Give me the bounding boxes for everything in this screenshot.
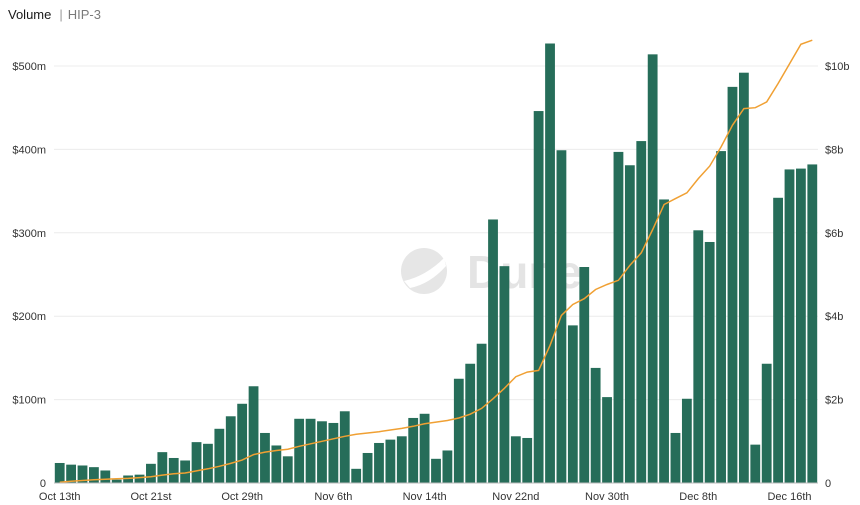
volume-bar [681, 398, 692, 483]
x-tick-label: Oct 13th [39, 491, 81, 503]
volume-bar [123, 475, 134, 483]
volume-bar [260, 432, 270, 483]
y-left-tick-label: $100m [12, 395, 46, 407]
y-right-tick-label: 0 [825, 478, 831, 490]
volume-bar [693, 230, 704, 483]
y-axis-left: 0 $100m $200m $300m $400m $500m [12, 61, 46, 490]
y-axis-right: 0 $2b $4b $6b $8b $10b [825, 61, 849, 490]
volume-bar [624, 165, 635, 483]
volume-bar [180, 460, 191, 483]
y-left-tick-label: $500m [12, 61, 46, 73]
volume-bar [750, 444, 761, 483]
volume-bar [248, 386, 259, 483]
volume-bar [773, 197, 783, 483]
y-right-tick-label: $6b [825, 228, 843, 240]
volume-bar [419, 413, 430, 483]
volume-bar [66, 464, 77, 483]
volume-bar [636, 141, 647, 483]
volume-bar [738, 72, 749, 484]
volume-bar [545, 43, 555, 483]
volume-bar [567, 325, 578, 483]
volume-bar [499, 266, 510, 483]
volume-bar [716, 151, 726, 484]
dune-logo-stripe [404, 258, 446, 288]
x-tick-label: Nov 30th [585, 491, 629, 503]
x-axis-ticks: Oct 13th Oct 21st Oct 29th Nov 6th Nov 14th N… [39, 491, 812, 503]
volume-bar [203, 443, 213, 483]
x-tick-label: Oct 21st [130, 491, 171, 503]
volume-bar [590, 367, 601, 483]
chart-header: Volume | HIP-3 [8, 5, 101, 23]
volume-bar [727, 86, 738, 484]
x-tick-label: Dec 8th [679, 491, 717, 503]
volume-bar [795, 168, 806, 483]
volume-bar [237, 403, 248, 483]
volume-bar [89, 467, 99, 483]
y-right-tick-label: $2b [825, 395, 843, 407]
volume-bar [146, 463, 156, 483]
volume-bar [271, 445, 282, 483]
y-right-tick-label: $4b [825, 311, 843, 323]
volume-bar [396, 436, 407, 483]
volume-bar [134, 474, 145, 483]
volume-bar [339, 411, 350, 483]
volume-bar [465, 363, 476, 483]
volume-bar [351, 468, 362, 483]
x-tick-label: Nov 22nd [492, 491, 539, 503]
volume-bar [385, 439, 396, 483]
volume-bar [294, 418, 305, 483]
volume-bar [54, 462, 65, 483]
volume-bar [214, 428, 225, 483]
y-left-tick-label: $200m [12, 311, 46, 323]
volume-bar [157, 452, 168, 483]
volume-bar [522, 437, 533, 483]
volume-bar [305, 418, 316, 483]
volume-bar [602, 397, 612, 483]
volume-bar [374, 442, 384, 483]
volume-bar [670, 432, 681, 483]
volume-bar [225, 416, 236, 483]
gridlines [54, 65, 818, 401]
cumulative-line [59, 39, 813, 483]
y-right-tick-label: $10b [825, 61, 849, 73]
volume-bar [453, 378, 464, 483]
volume-bar [362, 452, 373, 483]
volume-bar [579, 267, 590, 483]
volume-bar [659, 199, 669, 484]
volume-bar [613, 151, 624, 483]
volume-bar [761, 363, 772, 483]
x-tick-label: Oct 29th [221, 491, 263, 503]
volume-bar [704, 241, 715, 483]
volume-bar [168, 457, 179, 483]
volume-bar [784, 169, 795, 484]
y-left-tick-label: $400m [12, 144, 46, 156]
volume-bar [647, 54, 658, 484]
y-right-tick-label: $8b [825, 144, 843, 156]
volume-bar [191, 442, 202, 483]
volume-bar [476, 343, 487, 483]
volume-bar [77, 465, 88, 483]
volume-bar [282, 456, 293, 483]
chart-subtitle: HIP-3 [67, 6, 101, 22]
volume-bar [807, 164, 818, 483]
volume-bar [317, 421, 327, 483]
volume-bar [488, 219, 498, 483]
title-separator: | [59, 6, 63, 22]
volume-bar [431, 458, 441, 483]
volume-bar [442, 450, 453, 483]
volume-bar [328, 422, 339, 483]
x-tick-label: Dec 16th [767, 491, 811, 503]
volume-bar [408, 417, 419, 483]
x-tick-label: Nov 14th [403, 491, 447, 503]
volume-bar [111, 479, 122, 483]
volume-bar [100, 470, 111, 483]
x-tick-label: Nov 6th [314, 491, 352, 503]
volume-bar [533, 111, 544, 484]
chart-title: Volume [8, 6, 52, 22]
y-left-tick-label: $300m [12, 228, 46, 240]
volume-bar [510, 436, 521, 483]
y-left-tick-label: 0 [40, 478, 46, 490]
